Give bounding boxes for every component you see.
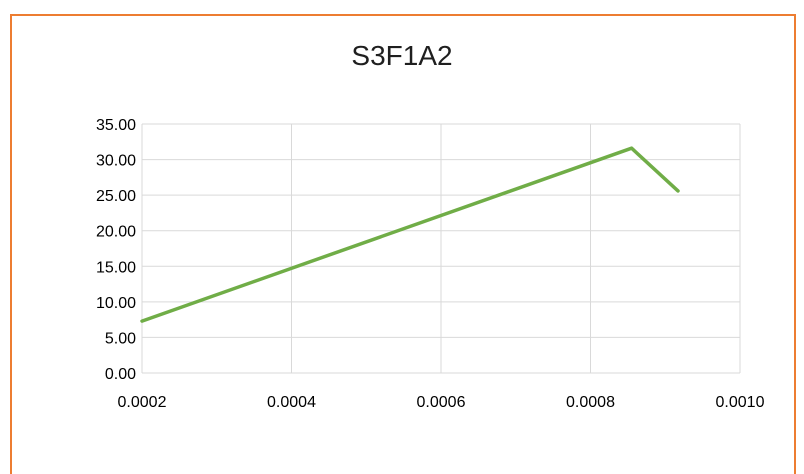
y-tick-label: 0.00 — [105, 366, 136, 383]
series-line — [140, 146, 680, 323]
x-tick-label: 0.0002 — [118, 394, 167, 411]
y-tick-label: 15.00 — [96, 259, 136, 276]
x-tick-label: 0.0010 — [716, 394, 765, 411]
chart-plot: 0.0002 0.0004 0.0006 0.0008 0.0010 0.00 5.00 1… — [96, 117, 765, 411]
x-tick-label: 0.0008 — [566, 394, 615, 411]
y-tick-label: 20.00 — [96, 224, 136, 241]
x-tick-labels: 0.0002 0.0004 0.0006 0.0008 0.0010 — [118, 394, 765, 411]
y-tick-label: 30.00 — [96, 153, 136, 170]
x-tick-label: 0.0004 — [267, 394, 316, 411]
series-layer — [140, 146, 680, 323]
grid-layer — [141, 123, 741, 374]
x-tick-label: 0.0006 — [417, 394, 466, 411]
chart-frame — [10, 14, 796, 474]
y-tick-labels: 0.00 5.00 10.00 15.00 20.00 25.00 30.00 35.00 — [96, 117, 136, 383]
y-tick-label: 10.00 — [96, 295, 136, 312]
y-tick-label: 5.00 — [105, 330, 136, 347]
y-tick-label: 35.00 — [96, 117, 136, 134]
y-tick-label: 25.00 — [96, 188, 136, 205]
chart-title: S3F1A2 — [351, 40, 453, 71]
